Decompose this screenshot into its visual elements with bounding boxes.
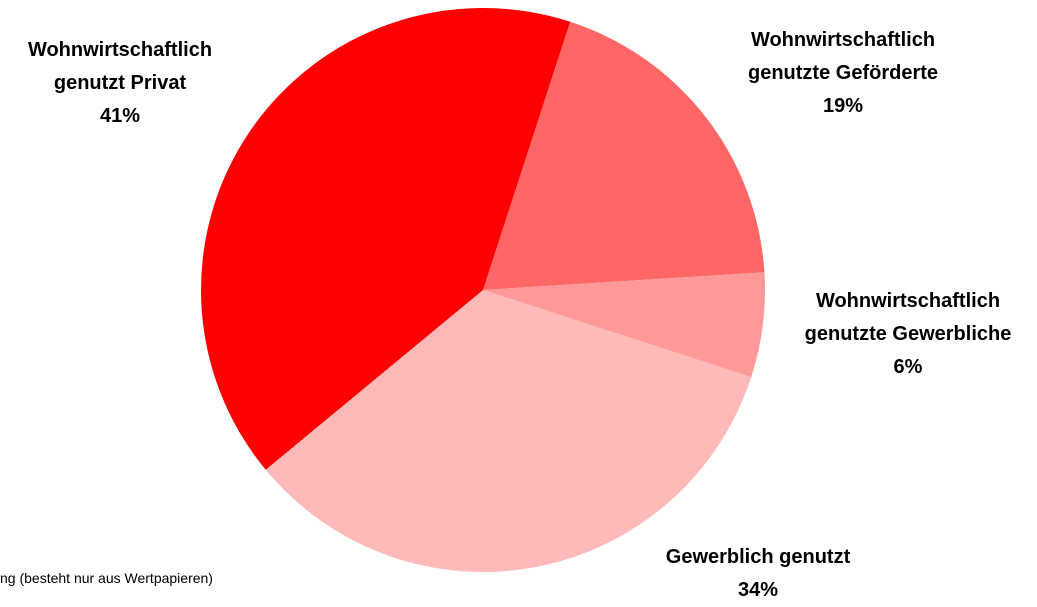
- slice-label: Wohnwirtschaftlich genutzte Geförderte 19…: [723, 24, 963, 123]
- slice-label: Wohnwirtschaftlich genutzte Gewerbliche 6…: [773, 285, 1037, 384]
- pie-slice: [483, 21, 765, 290]
- value-label: 19%: [822, 95, 864, 117]
- category-label: Wohnwirtschaftlich genutzte Gewerbliche: [804, 290, 1012, 345]
- pie-slice: [483, 272, 765, 378]
- category-label: Wohnwirtschaftlich genutzte Geförderte: [747, 29, 939, 84]
- value-label: 41%: [99, 105, 141, 127]
- category-label: Gewerblich genutzt: [665, 546, 851, 568]
- footnote: ng (besteht nur aus Wertpapieren): [0, 570, 213, 586]
- pie-slice: [265, 290, 752, 572]
- slice-label: Wohnwirtschaftlich genutzt Privat 41%: [15, 34, 225, 133]
- slice-label: Gewerblich genutzt 34%: [608, 541, 908, 607]
- pie-slice: [201, 7, 571, 470]
- category-label: Wohnwirtschaftlich genutzt Privat: [27, 39, 213, 94]
- value-label: 34%: [737, 579, 779, 601]
- value-label: 6%: [893, 356, 923, 378]
